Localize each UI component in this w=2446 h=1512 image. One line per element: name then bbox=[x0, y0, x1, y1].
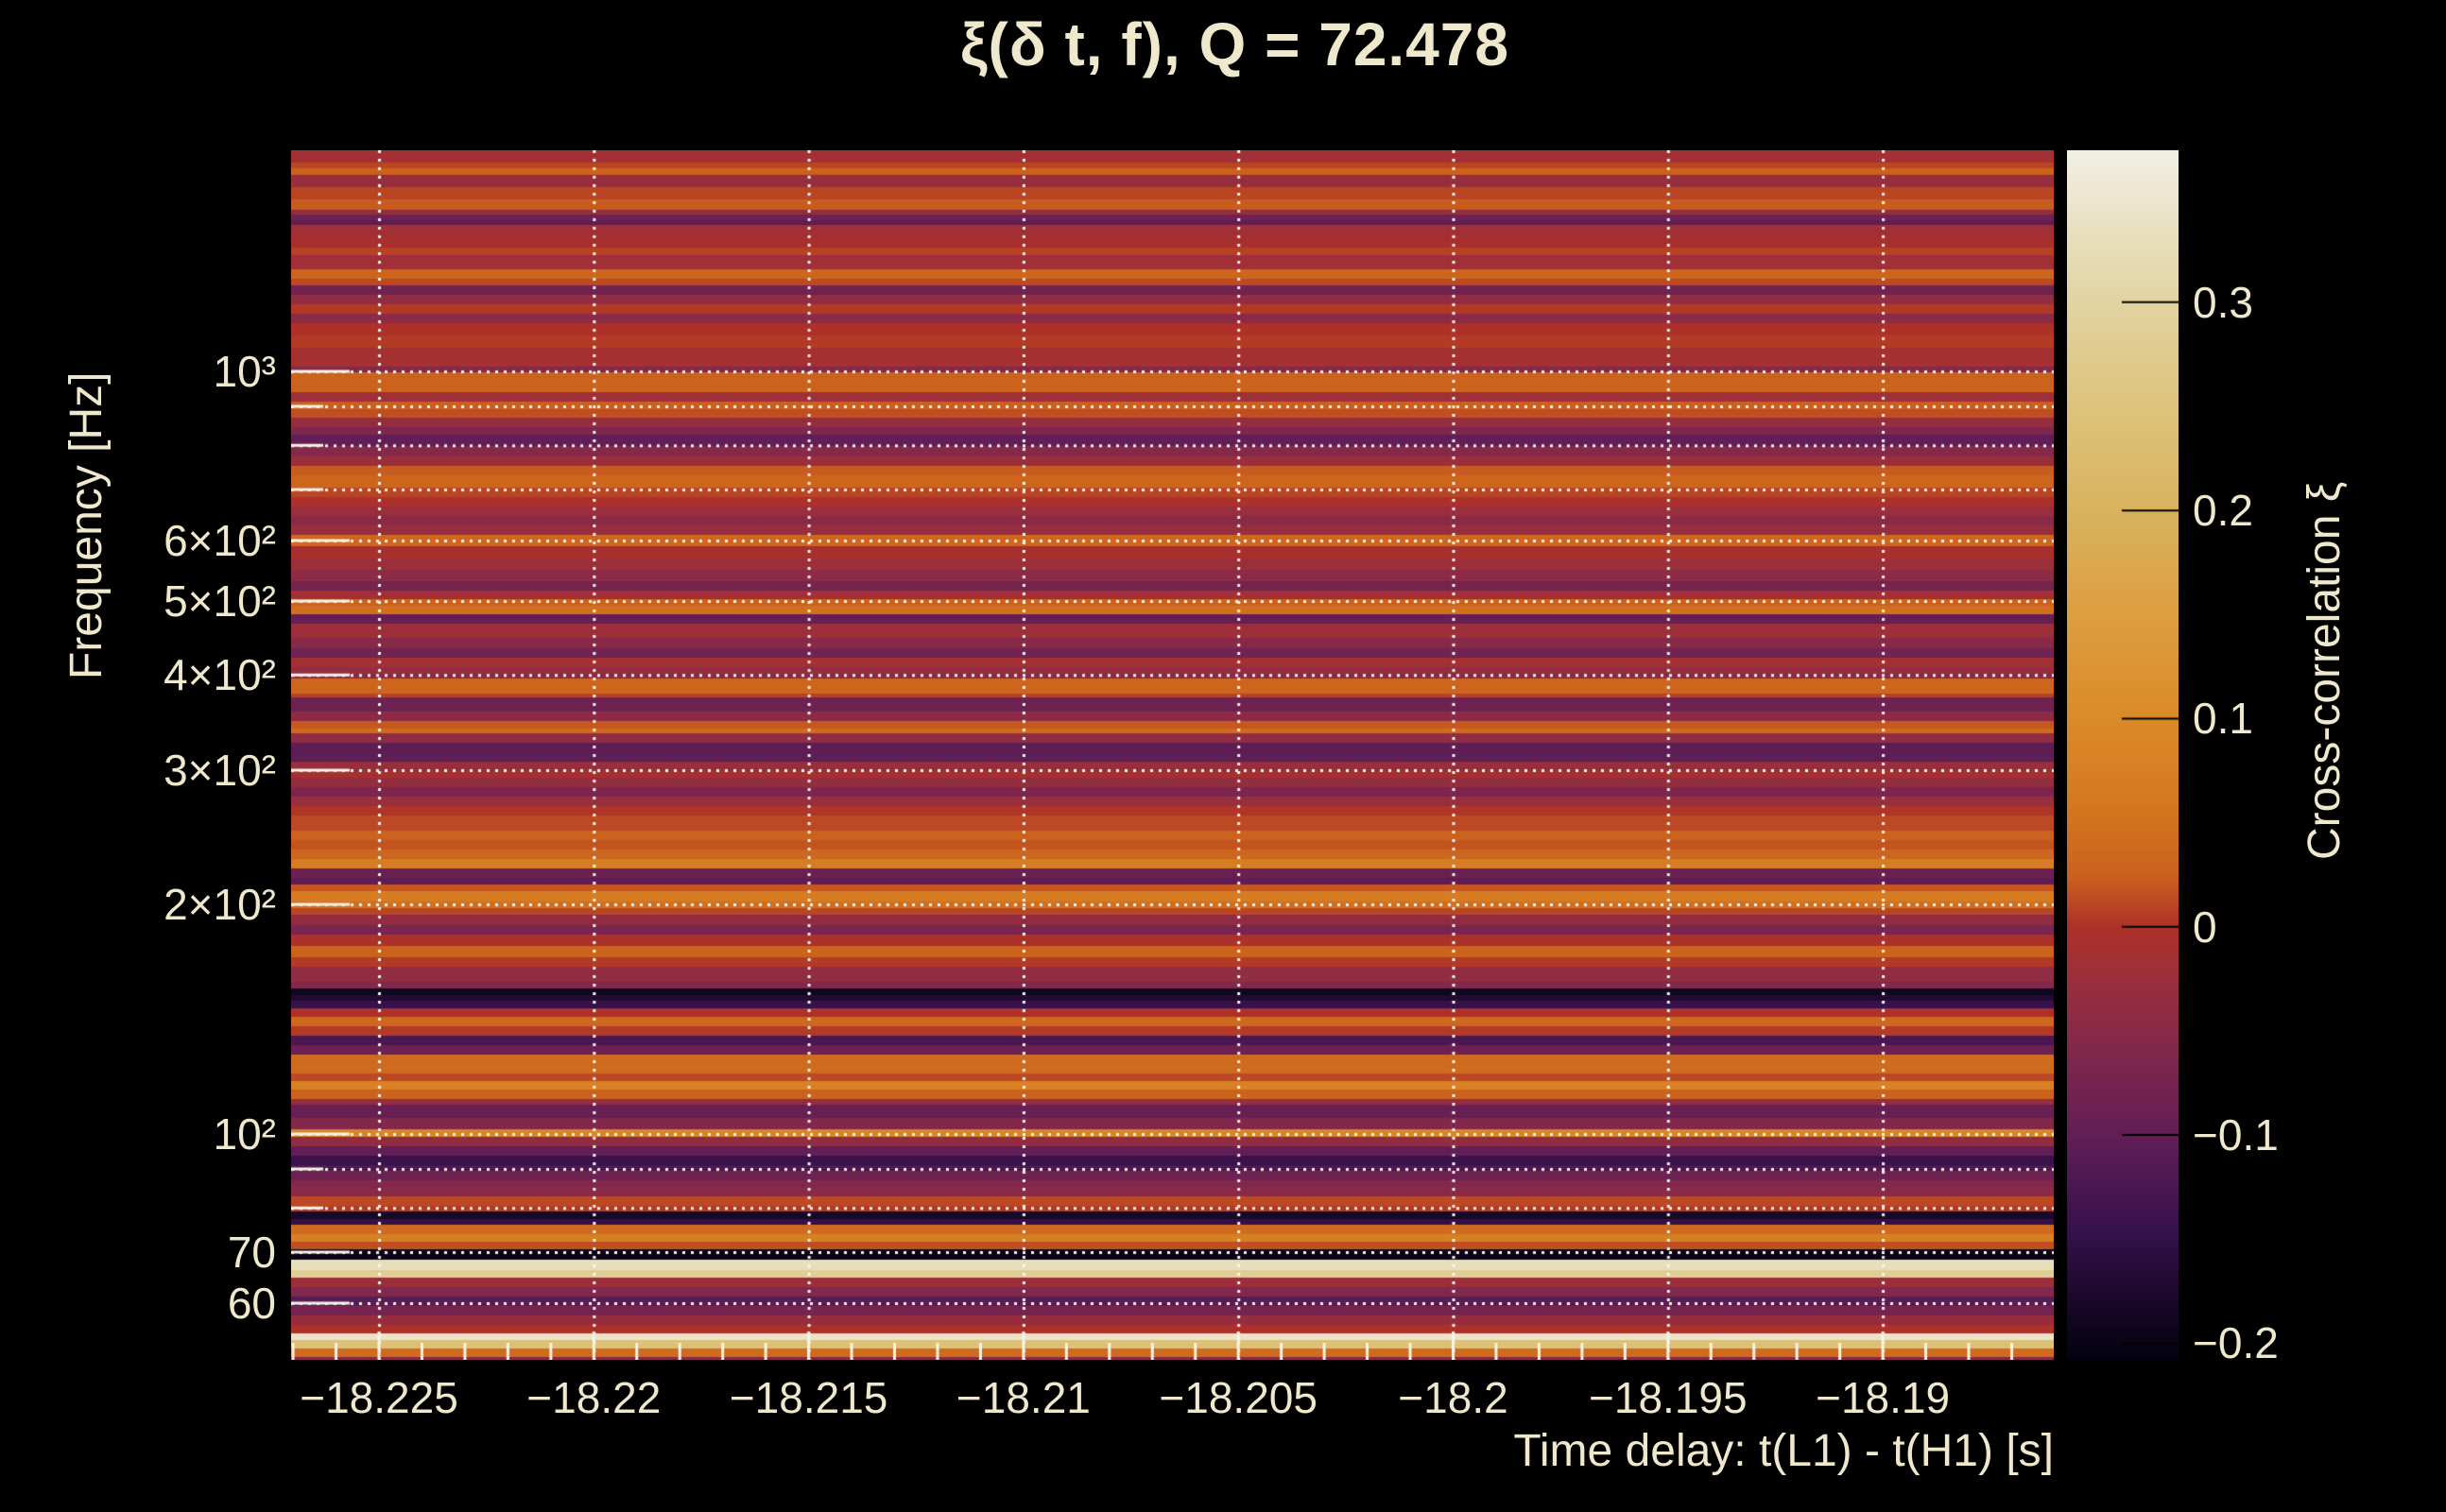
x-tick-label-−18.2: −18.2 bbox=[1398, 1373, 1508, 1422]
x-tick-label-−18.215: −18.215 bbox=[729, 1373, 888, 1422]
y-tick-label-1000: 10³ bbox=[213, 347, 276, 396]
x-tick-label-−18.205: −18.205 bbox=[1159, 1373, 1318, 1422]
x-axis-title: Time delay: t(L1) - t(H1) [s] bbox=[1513, 1426, 2054, 1476]
colorbar-tick-label-0: 0 bbox=[2193, 902, 2217, 952]
chart-title: ξ(δ t, f), Q = 72.478 bbox=[960, 10, 1509, 78]
colorbar-tick-label-−0.2: −0.2 bbox=[2193, 1318, 2279, 1368]
colorbar-tick-label-0.2: 0.2 bbox=[2193, 486, 2253, 536]
heatmap-plot-area bbox=[291, 150, 2054, 1360]
y-tick-label-200: 2×10² bbox=[164, 880, 276, 930]
colorbar-gradient bbox=[2067, 150, 2179, 1360]
y-tick-label-500: 5×10² bbox=[164, 576, 276, 626]
colorbar-tick-label-0.1: 0.1 bbox=[2193, 694, 2253, 744]
colorbar-tick-label-0.3: 0.3 bbox=[2193, 277, 2253, 327]
x-tick-label-−18.195: −18.195 bbox=[1589, 1373, 1748, 1422]
y-tick-label-70: 70 bbox=[227, 1228, 276, 1277]
x-tick-label-−18.22: −18.22 bbox=[526, 1373, 662, 1422]
y-tick-label-600: 6×10² bbox=[164, 516, 276, 566]
y-tick-label-100: 10² bbox=[213, 1109, 276, 1159]
x-tick-label-−18.21: −18.21 bbox=[956, 1373, 1091, 1422]
x-tick-label-−18.19: −18.19 bbox=[1816, 1373, 1951, 1422]
x-tick-label-−18.225: −18.225 bbox=[300, 1373, 458, 1422]
y-tick-label-60: 60 bbox=[227, 1279, 276, 1329]
y-tick-label-300: 3×10² bbox=[164, 745, 276, 795]
colorbar-tick-label-−0.1: −0.1 bbox=[2193, 1110, 2279, 1160]
y-tick-label-400: 4×10² bbox=[164, 650, 276, 700]
